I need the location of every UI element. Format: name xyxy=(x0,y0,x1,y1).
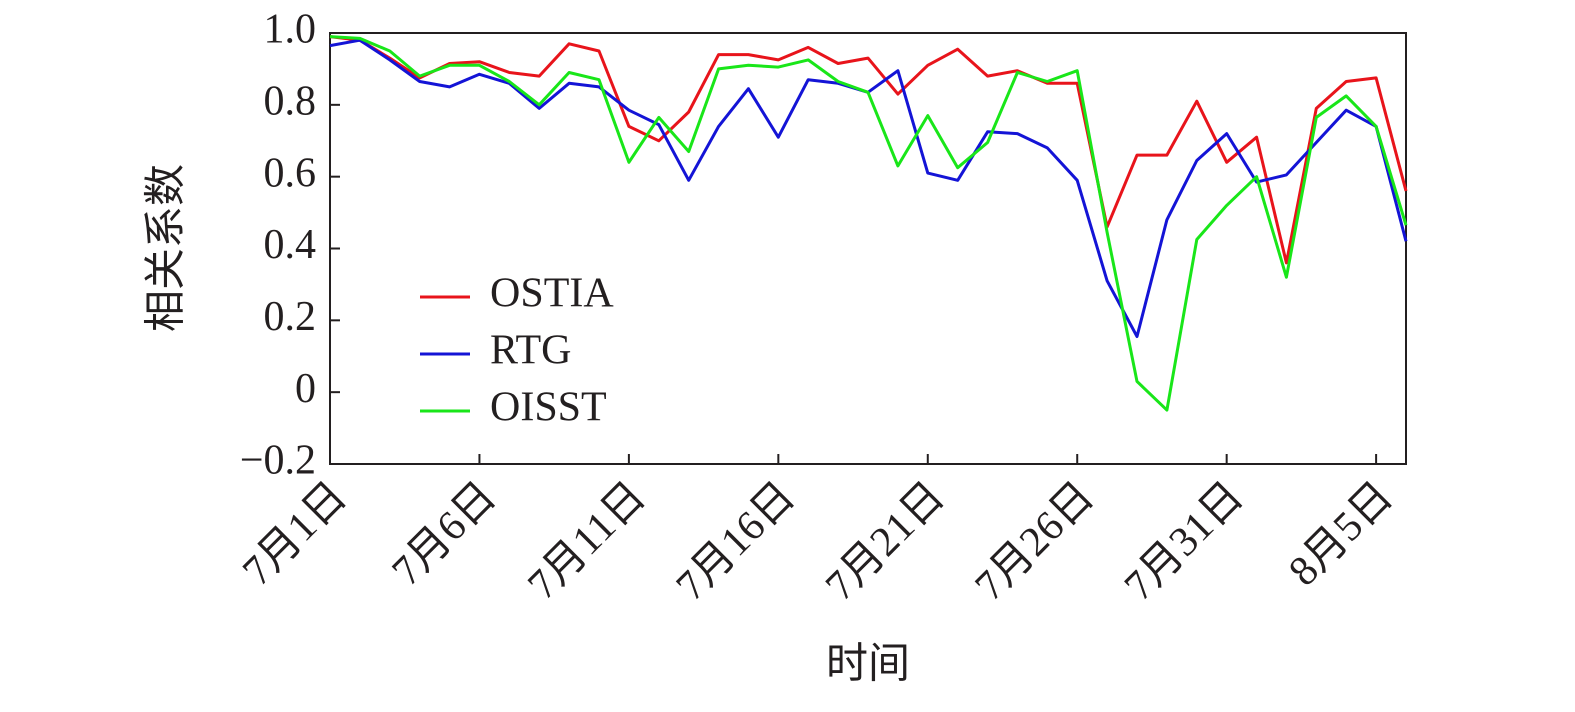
y-tick-label: 0.2 xyxy=(264,294,317,340)
x-tick-label: 7月1日 xyxy=(234,473,356,595)
y-axis-label: 相关系数 xyxy=(144,164,190,332)
x-axis-label: 时间 xyxy=(826,642,910,688)
legend-label: OISST xyxy=(490,385,607,431)
x-tick-label: 7月21日 xyxy=(817,473,953,609)
x-tick-label: 8月5日 xyxy=(1280,473,1402,595)
x-tick-label: 7月31日 xyxy=(1116,473,1252,609)
x-tick-label: 7月6日 xyxy=(384,473,506,595)
x-tick-label: 7月26日 xyxy=(967,473,1103,609)
y-tick-label: 0.8 xyxy=(264,78,317,124)
series-line xyxy=(329,35,1408,412)
x-tick-label: 7月11日 xyxy=(519,473,654,608)
legend-label: RTG xyxy=(490,328,571,374)
legend-label: OSTIA xyxy=(490,271,614,317)
y-tick-label: 0.6 xyxy=(264,150,317,196)
y-tick-label: 0 xyxy=(295,366,316,412)
y-tick-label: −0.2 xyxy=(240,438,316,484)
series-line xyxy=(329,35,1408,265)
y-tick-label: 1.0 xyxy=(264,7,317,53)
y-tick-label: 0.4 xyxy=(264,222,317,268)
x-tick-label: 7月16日 xyxy=(668,473,804,609)
